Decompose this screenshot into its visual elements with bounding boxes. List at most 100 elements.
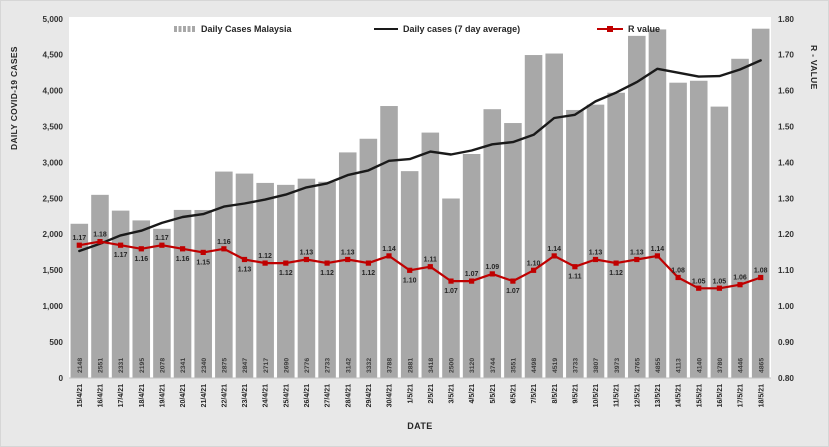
bar [669, 82, 687, 378]
bar [194, 209, 212, 378]
bar-value-labels: 2148 2551 2331 2195 2078 2341 2340 2875 2847 2717… [77, 358, 765, 373]
legend-item-daily-cases: Daily Cases Malaysia [174, 21, 292, 37]
bar [215, 171, 233, 378]
y-right-tick-label: 1.50 [778, 123, 794, 132]
r-marker [241, 256, 248, 263]
r-marker [696, 285, 702, 291]
r-value-label: 1.13 [300, 250, 314, 257]
x-date-label: 25/4/21 [283, 384, 290, 407]
bar [297, 178, 316, 378]
x-date-label: 5/5/21 [490, 384, 497, 404]
bar [566, 109, 584, 378]
r-value-label: 1.09 [485, 264, 499, 271]
x-date-label: 3/5/21 [449, 384, 456, 404]
bar-value-label: 2341 [180, 358, 187, 373]
y-left-tick-label: 4,000 [43, 87, 64, 96]
r-marker [489, 271, 495, 277]
r-value-label: 1.13 [238, 267, 252, 274]
r-marker [76, 242, 82, 248]
x-date-label: 9/5/21 [573, 384, 580, 404]
bar-value-label: 3788 [387, 358, 394, 373]
x-date-label: 16/5/21 [717, 384, 724, 407]
bar-value-label: 2881 [407, 358, 414, 373]
x-date-label: 10/5/21 [593, 384, 600, 407]
bar [256, 182, 274, 378]
r-marker [572, 264, 578, 270]
y-left-tick-label: 5,000 [43, 15, 64, 24]
bar-value-label: 2500 [449, 358, 456, 373]
bar [111, 210, 130, 378]
r-marker [138, 246, 144, 252]
bar-value-label: 2331 [118, 358, 125, 373]
y-right-tick-label: 1.20 [778, 230, 794, 239]
x-date-label: 19/4/21 [160, 384, 167, 407]
r-value-label: 1.13 [341, 250, 355, 257]
bar [524, 55, 543, 378]
bar-value-label: 4519 [552, 358, 559, 373]
x-date-label: 2/5/21 [428, 384, 435, 404]
y-axis-left-ticks: 5,000 4,500 4,000 3,500 3,000 2,500 2,000 1,500… [43, 15, 64, 383]
r-value-label: 1.12 [279, 270, 293, 277]
r-value-label: 1.13 [630, 250, 644, 257]
x-axis-date-labels: 15/4/21 16/4/21 17/4/21 18/4/21 19/4/21 20/4/… [77, 384, 765, 407]
r-series-swatch-icon [597, 26, 623, 32]
r-value-label: 1.10 [527, 260, 541, 267]
bar [442, 198, 460, 378]
bar [380, 106, 398, 379]
y-right-tick-label: 0.90 [778, 338, 794, 347]
x-date-label: 17/5/21 [738, 384, 745, 407]
x-date-label: 18/5/21 [758, 384, 765, 407]
bar [132, 220, 151, 378]
bar-value-label: 3807 [593, 358, 600, 373]
y-right-tick-label: 1.00 [778, 302, 794, 311]
bar-value-label: 2340 [201, 358, 208, 373]
legend-label-daily-cases: Daily Cases Malaysia [201, 24, 292, 34]
r-value-label: 1.16 [134, 256, 148, 263]
r-marker [180, 246, 186, 252]
bar [607, 92, 625, 379]
r-value-label: 1.11 [568, 274, 581, 281]
r-marker [283, 260, 289, 266]
x-date-label: 13/5/21 [655, 384, 662, 407]
r-marker [345, 256, 351, 263]
y-left-tick-label: 0 [58, 374, 63, 383]
bar-value-label: 2195 [139, 358, 146, 373]
y-axis-left-title: DAILY COVID-19 CASES [9, 46, 19, 150]
r-value-label: 1.16 [176, 256, 190, 263]
r-value-label: 1.12 [258, 253, 272, 260]
bar-value-label: 4498 [531, 358, 538, 373]
bar [462, 153, 481, 378]
bar [545, 53, 563, 378]
r-value-label: 1.06 [733, 275, 747, 282]
bar [277, 184, 295, 378]
bar-value-label: 2717 [263, 358, 270, 373]
bar [586, 104, 605, 378]
r-marker [365, 260, 371, 266]
r-marker [592, 256, 599, 263]
r-marker [758, 274, 764, 281]
x-date-label: 18/4/21 [139, 384, 146, 407]
legend-label-r-value: R value [628, 24, 661, 34]
bar [173, 209, 192, 378]
bar-value-label: 2690 [283, 358, 290, 373]
r-marker [737, 282, 743, 288]
r-value-series: 1.17 1.18 1.17 1.16 1.17 1.16 1.15 1.16 1.13 1.12… [72, 232, 767, 296]
x-date-label: 23/4/21 [242, 384, 249, 407]
x-date-label: 8/5/21 [552, 384, 559, 404]
x-date-label: 6/5/21 [511, 384, 518, 404]
x-date-label: 17/4/21 [118, 384, 125, 407]
r-marker [386, 253, 392, 259]
r-line [78, 240, 762, 290]
bar [153, 228, 171, 378]
y-left-tick-label: 2,000 [43, 230, 64, 239]
r-marker [634, 256, 640, 263]
r-value-label: 1.13 [589, 250, 603, 257]
r-marker [675, 274, 681, 281]
bar-value-label: 3744 [490, 358, 497, 373]
r-marker [510, 278, 516, 284]
bar-value-label: 4765 [634, 358, 641, 373]
bar-value-label: 3418 [428, 358, 435, 373]
x-date-label: 22/4/21 [222, 384, 229, 407]
bar [421, 132, 440, 378]
x-date-label: 1/5/21 [407, 384, 414, 404]
